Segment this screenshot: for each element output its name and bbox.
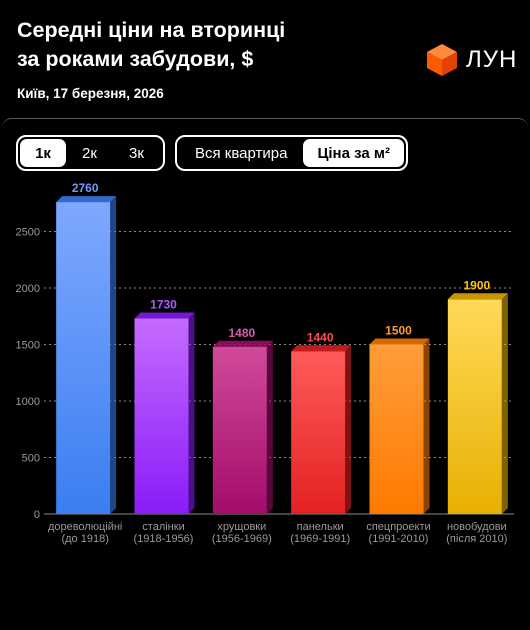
x-tick-label: новобудови <box>447 521 507 533</box>
x-tick-label: панельки <box>297 521 344 533</box>
title-line-2: за роками забудови, $ <box>17 47 254 71</box>
logo-text: ЛУН <box>466 46 518 73</box>
bar-top <box>212 340 273 347</box>
y-tick-label: 0 <box>34 509 40 521</box>
x-tick-label: (1918-1956) <box>134 533 194 545</box>
bar <box>212 346 267 514</box>
y-tick-label: 500 <box>22 453 40 465</box>
x-tick-label: дореволюційні <box>48 521 122 533</box>
bar-side <box>345 345 352 514</box>
divider <box>2 118 528 128</box>
bar-value-label: 1900 <box>463 278 490 292</box>
header: Середні ціни на вторинці за роками забуд… <box>0 0 530 117</box>
lun-logo: ЛУН <box>424 42 520 78</box>
bar-value-label: 1500 <box>385 324 412 338</box>
metric-option-price-per-sqm[interactable]: Ціна за м² <box>303 139 404 167</box>
bar-side <box>266 340 273 514</box>
x-tick-label: (1991-2010) <box>369 533 429 545</box>
bar-side <box>501 293 508 514</box>
bar-top <box>56 196 117 203</box>
x-tick-label: (1956-1969) <box>212 533 272 545</box>
page-title: Середні ціни на вторинці за роками забуд… <box>17 16 397 74</box>
y-tick-label: 2000 <box>16 283 40 295</box>
bar-side <box>110 196 117 514</box>
bar <box>134 318 189 514</box>
bar-top <box>369 338 430 345</box>
metric-toggle: Вся квартира Ціна за м² <box>175 135 408 171</box>
bar-value-label: 1480 <box>228 326 255 340</box>
rooms-option-1k[interactable]: 1к <box>20 139 66 167</box>
x-tick-label: (до 1918) <box>61 533 108 545</box>
bar <box>291 351 346 514</box>
bar-top <box>291 345 352 352</box>
x-tick-label: спецпроекти <box>366 521 430 533</box>
x-tick-label: сталінки <box>142 521 184 533</box>
x-tick-label: хрущовки <box>217 521 266 533</box>
bar-side <box>423 338 430 514</box>
y-tick-label: 2500 <box>16 227 40 239</box>
rooms-option-3k[interactable]: 3к <box>129 144 144 162</box>
metric-option-whole-apartment[interactable]: Вся квартира <box>195 144 288 162</box>
x-tick-label: (після 2010) <box>446 533 507 545</box>
y-tick-label: 1000 <box>16 396 40 408</box>
bar-value-label: 2760 <box>72 181 99 195</box>
bar-side <box>188 312 195 514</box>
bar-value-label: 1730 <box>150 298 177 312</box>
bar-top <box>134 312 195 319</box>
location-date: Київ, 17 березня, 2026 <box>17 86 164 101</box>
cube-logo-icon <box>427 44 457 76</box>
bar <box>447 299 502 514</box>
y-tick-label: 1500 <box>16 340 40 352</box>
rooms-option-2k[interactable]: 2к <box>82 144 97 162</box>
title-line-1: Середні ціни на вторинці <box>17 18 286 42</box>
bar <box>56 202 111 514</box>
bar-chart: 0 500 1000 1500 2000 2500 2760 дореволюційні(до… <box>16 181 514 545</box>
bar-value-label: 1440 <box>307 330 334 344</box>
bar-top <box>447 293 508 300</box>
rooms-toggle: 1к 2к 3к <box>16 135 165 171</box>
bar <box>369 344 424 514</box>
x-tick-label: (1969-1991) <box>290 533 350 545</box>
